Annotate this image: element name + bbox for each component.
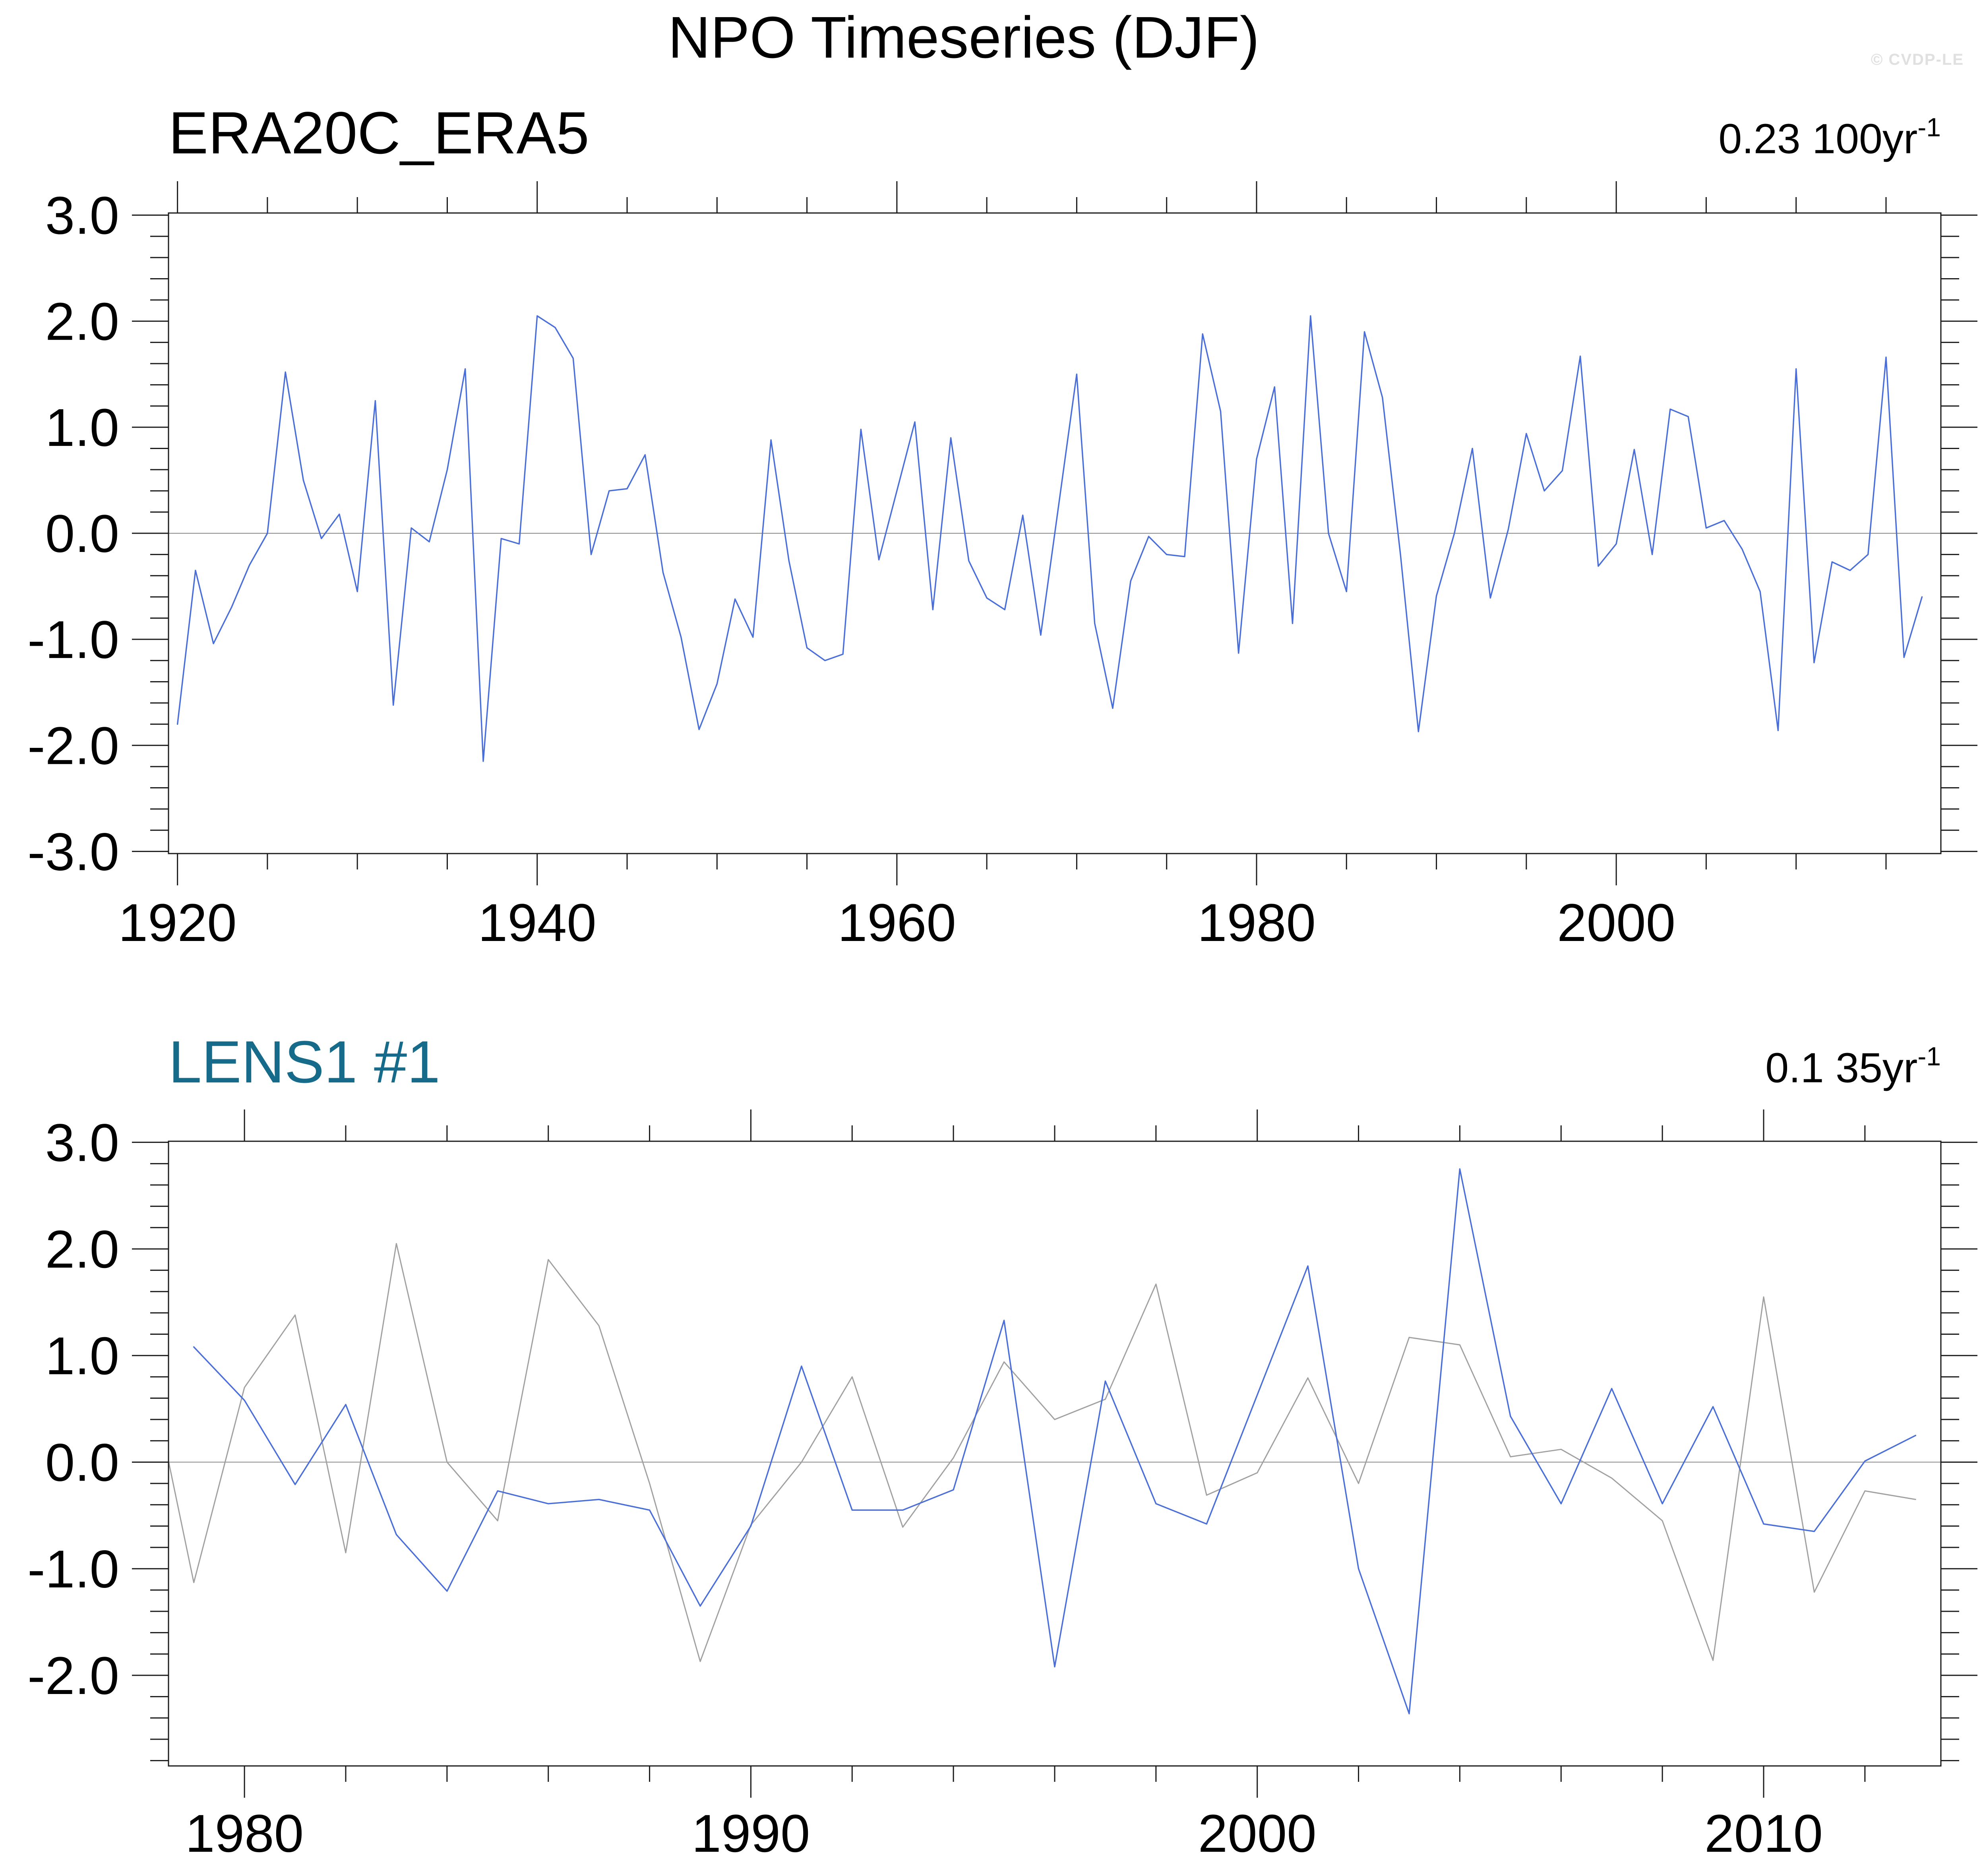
timeseries-line-lens1-member-1 xyxy=(193,1168,1916,1715)
axis-tick-labels: 1980 1990 2000 2010 -2.0 -1.0 0.0 1.0 2.0 3.0 xyxy=(27,1113,1823,1863)
timeseries-line-observations xyxy=(168,1243,1916,1662)
panel2-trend-exponent: -1 xyxy=(1917,1042,1941,1071)
panel1-trend-label: 0.23 100yr-1 xyxy=(1718,112,1941,163)
timeseries-line-era20c-era5 xyxy=(176,315,1923,762)
panel1-title: ERA20C_ERA5 xyxy=(168,99,589,166)
axis-ticks xyxy=(132,1109,1977,1798)
x-axis-tick-label: 2010 xyxy=(1704,1804,1823,1863)
x-axis-tick-label: 1940 xyxy=(478,893,596,953)
y-axis-tick-label: 2.0 xyxy=(45,1220,119,1279)
panel-era20c-era5: 1920 1940 1960 1980 2000 -3.0 -2.0 -1.0 0.0 1.0 2.… xyxy=(27,181,1977,953)
x-axis-tick-label: 1980 xyxy=(1197,893,1316,953)
plot-frame xyxy=(168,1140,1942,1767)
axis-tick-labels: 1920 1940 1960 1980 2000 -3.0 -2.0 -1.0 0.0 1.0 2.… xyxy=(27,186,1675,953)
panel2-trend-text: 0.1 35yr xyxy=(1765,1044,1918,1092)
x-axis-tick-label: 2000 xyxy=(1198,1804,1317,1863)
x-axis-tick-label: 1960 xyxy=(838,893,956,953)
page-title: NPO Timeseries (DJF) xyxy=(668,5,1260,70)
y-axis-tick-label: -2.0 xyxy=(27,716,119,776)
y-axis-tick-label: 0.0 xyxy=(45,504,119,563)
panel2-trend-label: 0.1 35yr-1 xyxy=(1765,1042,1941,1092)
panel1-trend-text: 0.23 100yr xyxy=(1718,115,1918,163)
y-axis-tick-label: 0.0 xyxy=(45,1433,119,1492)
y-axis-tick-label: 1.0 xyxy=(45,398,119,457)
x-axis-tick-label: 1980 xyxy=(185,1804,304,1863)
x-axis-tick-label: 1990 xyxy=(691,1804,810,1863)
panel2-title: LENS1 #1 xyxy=(168,1028,440,1095)
axis-ticks xyxy=(132,181,1977,885)
x-axis-tick-label: 2000 xyxy=(1557,893,1675,953)
panel-lens1-1: 1980 1990 2000 2010 -2.0 -1.0 0.0 1.0 2.0 3.0 xyxy=(27,1109,1977,1863)
y-axis-tick-label: 1.0 xyxy=(45,1326,119,1386)
panel1-trend-exponent: -1 xyxy=(1917,112,1941,142)
y-axis-tick-label: -1.0 xyxy=(27,1540,119,1599)
y-axis-tick-label: -3.0 xyxy=(27,823,119,882)
x-axis-tick-label: 1920 xyxy=(118,893,237,953)
y-axis-tick-label: 2.0 xyxy=(45,292,119,351)
y-axis-tick-label: -1.0 xyxy=(27,610,119,670)
y-axis-tick-label: 3.0 xyxy=(45,186,119,245)
y-axis-tick-label: -2.0 xyxy=(27,1646,119,1706)
watermark: © CVDP-LE xyxy=(1871,51,1964,68)
y-axis-tick-label: 3.0 xyxy=(45,1113,119,1173)
